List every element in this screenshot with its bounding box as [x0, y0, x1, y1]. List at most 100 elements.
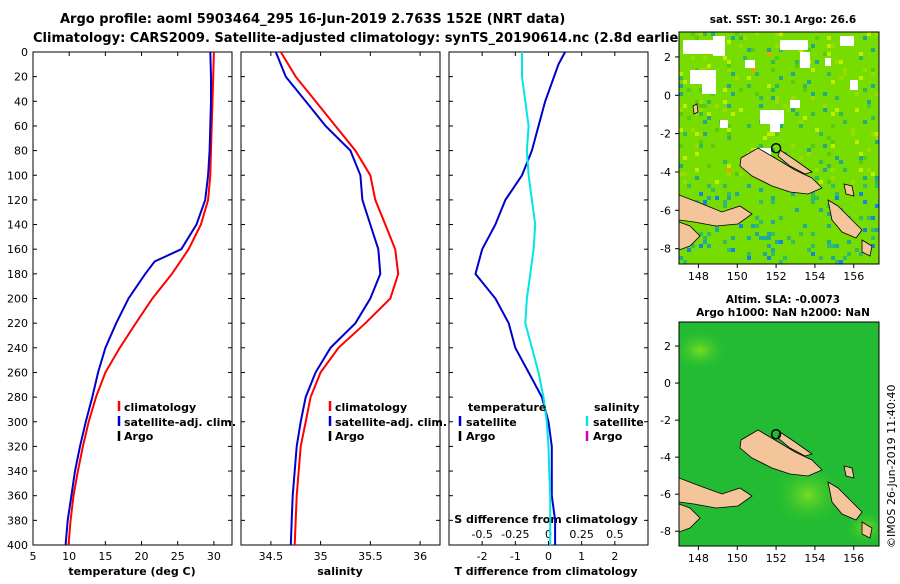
map-x-tick-label: 154 [804, 270, 825, 283]
sst-pixel [827, 36, 831, 40]
sst-pixel [739, 108, 743, 112]
sst-pixel [715, 104, 719, 108]
sst-pixel [767, 52, 771, 56]
sst-pixel [827, 136, 831, 140]
sst-pixel [695, 36, 699, 40]
sst-pixel [827, 164, 831, 168]
s-diff-tick-label: -0.5 [471, 528, 492, 541]
sst-pixel [727, 248, 731, 252]
sst-pixel [771, 248, 775, 252]
sst-pixel [831, 184, 835, 188]
map-y-tick-label: 2 [664, 51, 671, 64]
sst-pixel [767, 244, 771, 248]
title-line-1: Argo profile: aoml 5903464_295 16-Jun-20… [60, 12, 565, 27]
sst-pixel [859, 168, 863, 172]
map-y-tick-label: 0 [664, 89, 671, 102]
sst-pixel [807, 48, 811, 52]
sst-pixel [835, 96, 839, 100]
sst-pixel [707, 244, 711, 248]
temperature-xlabel: temperature (deg C) [68, 565, 195, 578]
map-x-tick-label: 156 [843, 270, 864, 283]
sst-pixel [703, 56, 707, 60]
sst-pixel [679, 112, 683, 116]
cloud-patch [790, 100, 800, 108]
series-line-s-satellite [521, 52, 552, 545]
sst-pixel [847, 252, 851, 256]
sst-pixel [771, 88, 775, 92]
sst-pixel [867, 104, 871, 108]
sst-pixel [863, 68, 867, 72]
sst-pixel [815, 128, 819, 132]
map-x-tick-label: 152 [766, 270, 787, 283]
sst-pixel [755, 224, 759, 228]
sst-pixel [727, 172, 731, 176]
cloud-patch [720, 120, 728, 128]
sst-pixel [747, 84, 751, 88]
depth-tick-label: 400 [7, 539, 28, 552]
sst-pixel [771, 148, 775, 152]
legend-label-s-argo: Argo [593, 430, 623, 443]
sst-pixel [859, 252, 863, 256]
sst-pixel [859, 52, 863, 56]
sst-pixel [875, 184, 879, 188]
sst-pixel [799, 120, 803, 124]
sst-map [679, 32, 879, 264]
map-x-tick-label: 156 [843, 552, 864, 565]
x-tick-label: 35.5 [358, 550, 383, 563]
sst-pixel [699, 100, 703, 104]
sst-pixel [867, 32, 871, 36]
sst-pixel [711, 188, 715, 192]
sst-pixel [715, 228, 719, 232]
sst-pixel [807, 152, 811, 156]
cloud-patch [702, 84, 716, 94]
argo-float-marker-sla [770, 428, 782, 440]
sst-pixel [831, 112, 835, 116]
sst-pixel [727, 68, 731, 72]
sst-pixel [767, 232, 771, 236]
sst-pixel [819, 132, 823, 136]
x-tick-label: 0 [545, 550, 552, 563]
sst-pixel [727, 84, 731, 88]
sst-pixel [755, 216, 759, 220]
sst-pixel [771, 196, 775, 200]
sst-pixel [859, 156, 863, 160]
sst-pixel [707, 196, 711, 200]
sla-map [679, 322, 879, 546]
sst-pixel [771, 200, 775, 204]
sst-pixel [739, 224, 743, 228]
sst-pixel [723, 108, 727, 112]
x-tick-label: 30 [207, 550, 221, 563]
sst-pixel [823, 168, 827, 172]
sst-pixel [871, 84, 875, 88]
depth-tick-label: 100 [7, 169, 28, 182]
sst-pixel [811, 68, 815, 72]
sst-pixel [723, 204, 727, 208]
sst-pixel [863, 120, 867, 124]
sst-pixel [807, 148, 811, 152]
sst-pixel [867, 148, 871, 152]
depth-tick-label: 200 [7, 293, 28, 306]
depth-tick-label: 140 [7, 219, 28, 232]
sla-map-title-1: Altim. SLA: -0.0073 [726, 294, 840, 306]
sst-pixel [739, 36, 743, 40]
sst-pixel [859, 76, 863, 80]
depth-tick-label: 380 [7, 514, 28, 527]
sst-pixel [743, 56, 747, 60]
sst-pixel [699, 232, 703, 236]
sst-pixel [727, 40, 731, 44]
map-y-tick-label: -8 [660, 525, 671, 538]
sla-map-frame [678, 321, 880, 547]
sst-pixel [799, 124, 803, 128]
sst-pixel [859, 192, 863, 196]
sst-pixel [871, 228, 875, 232]
sst-pixel [871, 216, 875, 220]
sst-pixel [851, 132, 855, 136]
sst-pixel [723, 56, 727, 60]
sst-pixel [783, 256, 787, 260]
sst-pixel [863, 176, 867, 180]
sst-pixel [855, 248, 859, 252]
sst-pixel [811, 112, 815, 116]
temperature-chart: 5 10 15 20 25 30 [30, 51, 221, 563]
sst-pixel [759, 188, 763, 192]
map-y-tick-label: -6 [660, 488, 671, 501]
